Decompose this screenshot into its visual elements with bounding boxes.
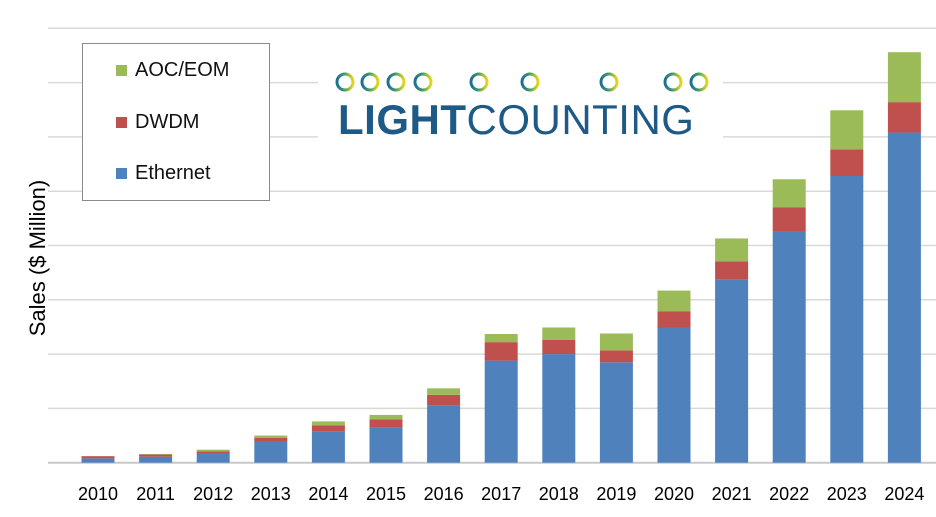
bar-ethernet-2013 — [254, 441, 288, 463]
bar-aoc-eom-2018 — [542, 327, 576, 340]
bar-dwdm-2023 — [830, 149, 864, 176]
bar-dwdm-2019 — [599, 350, 633, 363]
bar-aoc-eom-2016 — [427, 388, 461, 395]
bar-dwdm-2012 — [196, 451, 230, 454]
bar-dwdm-2024 — [887, 102, 921, 133]
bar-dwdm-2010 — [81, 456, 115, 459]
bar-ethernet-2020 — [657, 327, 691, 463]
bar-dwdm-2015 — [369, 419, 403, 428]
bar-ethernet-2019 — [599, 362, 633, 463]
x-tick-label: 2010 — [78, 484, 118, 504]
bar-ethernet-2010 — [81, 458, 115, 463]
logo-dot — [360, 72, 380, 92]
bar-aoc-eom-2011 — [139, 454, 173, 455]
lightcounting-logo: LIGHTCOUNTING — [318, 64, 723, 144]
x-tick-label: 2023 — [827, 484, 867, 504]
legend-item-ethernet: Ethernet — [116, 162, 211, 185]
x-tick-label: 2024 — [884, 484, 924, 504]
bar-ethernet-2017 — [484, 360, 518, 463]
bar-dwdm-2014 — [311, 425, 345, 432]
y-axis-label: Sales ($ Million) — [25, 179, 50, 337]
x-tick-label: 2014 — [308, 484, 348, 504]
legend-label: DWDM — [135, 111, 200, 133]
bar-aoc-eom-2022 — [772, 179, 806, 208]
bar-ethernet-2016 — [427, 405, 461, 463]
bar-ethernet-2014 — [311, 431, 345, 463]
bar-ethernet-2022 — [772, 231, 806, 463]
legend-label: Ethernet — [135, 162, 211, 184]
logo-dot — [469, 72, 489, 92]
logo-dot — [663, 72, 683, 92]
legend-label: AOC/EOM — [135, 59, 230, 81]
logo-dot — [413, 72, 433, 92]
bar-aoc-eom-2024 — [887, 52, 921, 103]
logo-dot — [689, 72, 709, 92]
bar-aoc-eom-2012 — [196, 449, 230, 452]
x-tick-label: 2018 — [539, 484, 579, 504]
x-tick-label: 2013 — [251, 484, 291, 504]
x-tick-label: 2022 — [769, 484, 809, 504]
x-tick-label: 2011 — [136, 484, 175, 504]
bar-dwdm-2013 — [254, 437, 288, 442]
bar-dwdm-2020 — [657, 311, 691, 328]
x-tick-label: 2019 — [596, 484, 636, 504]
logo-dot — [520, 72, 540, 92]
legend-item-dwdm: DWDM — [116, 111, 199, 134]
x-tick-label: 2015 — [366, 484, 406, 504]
legend-swatch — [116, 168, 127, 179]
legend-item-aoc-eom: AOC/EOM — [116, 59, 229, 82]
bar-aoc-eom-2013 — [254, 435, 288, 438]
x-tick-label: 2016 — [424, 484, 464, 504]
bar-dwdm-2022 — [772, 207, 806, 232]
bar-aoc-eom-2020 — [657, 290, 691, 312]
bar-dwdm-2017 — [484, 342, 518, 361]
bar-ethernet-2015 — [369, 427, 403, 463]
bar-aoc-eom-2019 — [599, 333, 633, 351]
x-tick-label: 2020 — [654, 484, 694, 504]
logo-dot — [335, 72, 355, 92]
legend-swatch — [116, 65, 127, 76]
x-tick-label: 2017 — [481, 484, 521, 504]
bar-aoc-eom-2017 — [484, 334, 518, 343]
legend-swatch — [116, 117, 127, 128]
bar-dwdm-2016 — [427, 394, 461, 406]
logo-dot — [386, 72, 406, 92]
bar-aoc-eom-2021 — [715, 238, 749, 262]
bar-aoc-eom-2023 — [830, 110, 864, 150]
logo-circles-line — [324, 72, 720, 92]
bar-dwdm-2021 — [715, 261, 749, 280]
bar-aoc-eom-2014 — [311, 421, 345, 426]
bar-ethernet-2018 — [542, 354, 576, 463]
bar-ethernet-2012 — [196, 453, 230, 463]
x-tick-label: 2021 — [712, 484, 752, 504]
bar-ethernet-2024 — [887, 132, 921, 463]
bar-dwdm-2018 — [542, 339, 576, 355]
bar-ethernet-2021 — [715, 279, 749, 463]
logo-text: LIGHTCOUNTING — [338, 96, 695, 143]
x-tick-label: 2012 — [193, 484, 233, 504]
bar-aoc-eom-2015 — [369, 414, 403, 420]
legend: AOC/EOM DWDM Ethernet — [82, 43, 270, 201]
logo-dot — [599, 72, 619, 92]
bar-dwdm-2011 — [139, 454, 173, 457]
bar-ethernet-2011 — [139, 456, 173, 463]
bar-ethernet-2023 — [830, 175, 864, 463]
